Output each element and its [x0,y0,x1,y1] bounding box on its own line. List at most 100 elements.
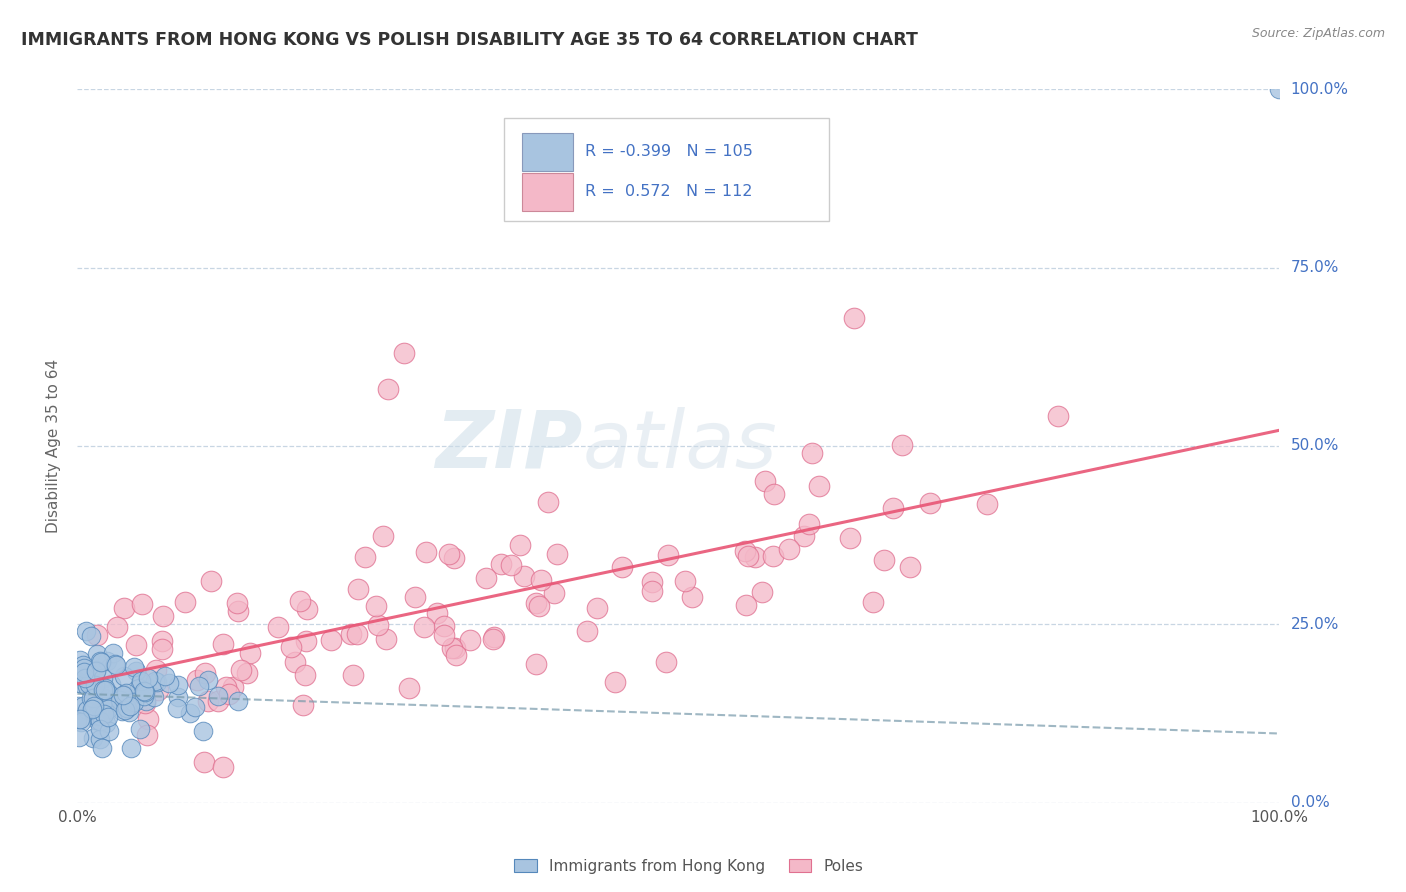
Point [90,714,112,728]
Point [136,728,159,742]
Point [543,586,565,600]
Point [415,545,437,559]
Point [120,698,142,713]
Point [754,474,776,488]
Point [84,663,107,677]
Point [104,657,127,671]
Point [166,700,188,714]
Point [101,646,124,660]
Point [83,698,105,713]
Point [862,595,884,609]
Text: atlas: atlas [582,407,778,485]
Point [69,712,91,726]
Text: ZIP: ZIP [434,407,582,485]
Point [89,654,111,668]
Point [142,690,165,704]
Point [86,709,108,723]
Text: R = -0.399   N = 105: R = -0.399 N = 105 [585,145,752,160]
Point [292,698,315,712]
Text: 25.0%: 25.0% [1291,617,1339,632]
Point [89,723,111,737]
Point [437,547,460,561]
Point [128,681,150,696]
Point [73,665,96,679]
Point [280,640,302,655]
Point [799,517,821,532]
Point [136,671,159,685]
Point [111,704,134,718]
Point [283,655,305,669]
Point [157,676,180,690]
Point [72,657,94,672]
Point [131,598,153,612]
Point [120,740,142,755]
Point [80,690,103,705]
Point [751,585,773,599]
Point [398,681,420,696]
Point [179,706,201,721]
Point [188,679,211,693]
Point [346,582,368,596]
Point [340,627,363,641]
Point [530,573,553,587]
Point [146,682,169,697]
Point [79,666,101,681]
Point [91,741,114,756]
Point [807,479,830,493]
Point [77,676,100,690]
Point [433,619,456,633]
Point [125,665,148,679]
FancyBboxPatch shape [522,134,572,170]
Point [93,699,115,714]
Text: 75.0%: 75.0% [1291,260,1339,275]
Point [100,676,122,690]
Point [97,710,120,724]
Point [744,550,766,565]
Text: Source: ZipAtlas.com: Source: ZipAtlas.com [1251,27,1385,40]
Point [136,712,159,726]
Point [93,683,115,698]
Point [226,596,249,610]
Point [143,674,166,689]
Point [920,496,942,510]
Point [145,663,167,677]
Point [443,550,465,565]
Point [90,656,112,670]
Point [373,529,395,543]
Point [114,703,136,717]
Point [134,696,156,710]
Point [114,688,136,702]
Point [134,684,156,698]
Point [134,684,156,698]
Point [873,552,896,566]
Point [86,628,108,642]
Point [94,681,117,695]
FancyBboxPatch shape [505,118,828,221]
Text: 100.0%: 100.0% [1291,82,1348,96]
Point [655,655,678,669]
Point [976,497,998,511]
Point [93,671,115,685]
Point [891,438,914,452]
Point [444,641,467,656]
Point [197,694,219,708]
Point [129,673,152,688]
Point [734,544,756,558]
Point [125,638,148,652]
Point [93,682,115,697]
Point [458,632,481,647]
Point [98,699,121,714]
Point [266,620,288,634]
Point [288,594,311,608]
Point [346,627,368,641]
Text: IMMIGRANTS FROM HONG KONG VS POLISH DISABILITY AGE 35 TO 64 CORRELATION CHART: IMMIGRANTS FROM HONG KONG VS POLISH DISA… [21,31,918,49]
Point [67,699,90,714]
Point [117,693,139,707]
Point [76,679,98,693]
Point [197,673,219,687]
Point [73,671,96,685]
Point [735,599,758,613]
Point [801,446,824,460]
Point [86,708,108,723]
Point [91,698,114,713]
